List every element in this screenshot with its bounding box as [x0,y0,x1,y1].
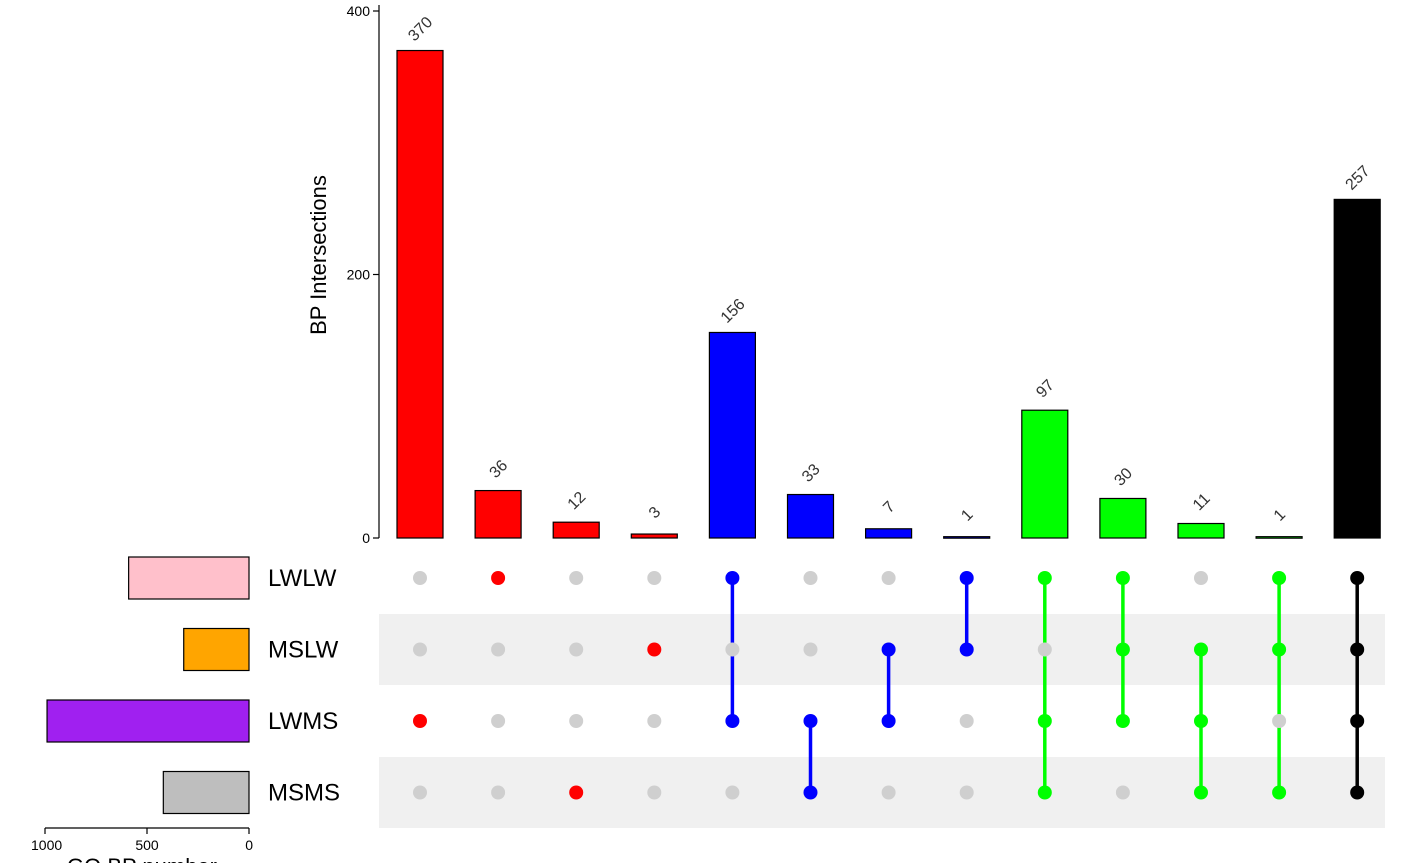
matrix-dot-inactive [647,785,662,800]
matrix-dot-active [725,714,740,728]
matrix-dot-inactive [413,571,427,585]
intersection-bar [396,49,444,539]
intersection-value-label: 1 [958,506,976,524]
intersection-bar [943,536,991,539]
set-size-axis-label: GO BP number [67,854,217,863]
intersection-bar [474,489,522,539]
matrix-dot-active [881,714,896,728]
set-size-bar-mslw [183,627,250,672]
y-tick-label-0: 0 [362,530,370,546]
intersection-value-label: 12 [565,489,590,514]
matrix-dot-inactive [881,785,896,800]
set-size-tick-label-1000: 1000 [31,837,62,853]
matrix-dot-inactive [647,571,662,585]
matrix-dot-active [1272,571,1287,585]
matrix-dot-active [1194,642,1208,657]
matrix-dot-active [1350,642,1365,657]
matrix-dot-active [1037,571,1052,585]
set-size-tick-label-500: 500 [135,837,159,853]
matrix-dot-active [1115,571,1130,585]
set-name-label-lwlw: LWLW [268,565,337,592]
y-tick-label-400: 400 [347,3,371,19]
intersection-value-label: 156 [718,296,749,327]
matrix-dot-active [1194,785,1208,800]
intersection-y-axis: BP Intersections 0 200 400 [306,3,380,546]
matrix-dot-active [1037,785,1052,800]
intersection-matrix [413,571,1365,800]
intersection-value-label: 7 [880,498,898,516]
matrix-dot-inactive [569,642,584,657]
intersection-bar [552,521,600,539]
intersection-value-label: 30 [1111,465,1136,490]
matrix-dot-active [1272,785,1287,800]
matrix-dot-active [1350,785,1365,800]
intersection-bar [1177,522,1225,539]
matrix-dot-active [725,571,740,585]
matrix-dot-active [803,714,818,728]
matrix-dot-inactive [491,714,506,728]
matrix-dot-active [491,571,506,585]
intersection-bar [1333,198,1381,539]
matrix-dot-active [959,642,974,657]
matrix-dot-inactive [413,642,427,657]
matrix-dot-inactive [569,571,584,585]
matrix-dot-inactive [647,714,662,728]
intersection-bar [708,331,757,539]
intersection-value-label: 97 [1033,377,1058,402]
matrix-dot-active [1350,714,1365,728]
y-tick-label-200: 200 [347,267,371,283]
matrix-dot-inactive [803,571,818,585]
matrix-dot-active [881,642,896,657]
matrix-dot-active [569,785,584,800]
set-name-label-msms: MSMS [268,780,340,807]
matrix-dot-inactive [491,785,506,800]
matrix-dot-active [1115,642,1130,657]
matrix-dot-inactive [803,642,818,657]
intersection-bar [786,493,835,539]
matrix-dot-inactive [881,571,896,585]
matrix-dot-inactive [1115,785,1130,800]
intersection-value-label: 11 [1190,490,1214,514]
y-axis-label: BP Intersections [306,175,331,335]
matrix-dot-active [803,785,818,800]
matrix-dot-active [647,642,662,657]
intersection-value-label: 36 [487,457,512,482]
matrix-dot-inactive [413,785,427,800]
matrix-dot-inactive [569,714,584,728]
matrix-dot-inactive [725,642,740,657]
matrix-dot-active [1115,714,1130,728]
intersection-bar [1021,409,1069,539]
intersection-value-label: 257 [1343,163,1374,194]
set-size-bar-msms [162,770,250,815]
intersection-value-label: 33 [799,461,824,486]
matrix-dot-inactive [491,642,506,657]
matrix-dot-active [1272,642,1287,657]
matrix-dot-inactive [1037,642,1052,657]
intersection-bar [1099,497,1147,539]
matrix-dot-active [1194,714,1208,728]
set-size-bar-lwlw [128,556,250,600]
intersection-bar [864,528,913,539]
set-size-bars: GO BP number LWLW MSLW LWMS MSMS 1000 500 0 [31,556,340,863]
set-name-label-mslw: MSLW [268,637,339,664]
intersection-value-label: 1 [1271,506,1289,524]
intersection-value-label: 3 [646,504,664,522]
matrix-dot-inactive [725,785,740,800]
matrix-dot-active [959,571,974,585]
matrix-dot-active [1350,571,1365,585]
intersection-bar [630,533,678,539]
matrix-dot-inactive [959,785,974,800]
matrix-dot-active [413,714,427,728]
intersection-bar [1255,536,1303,539]
intersection-value-label: 370 [405,14,436,45]
matrix-dot-inactive [959,714,974,728]
matrix-dot-inactive [1194,571,1208,585]
set-size-tick-label-0: 0 [245,837,253,853]
set-name-label-lwms: LWMS [268,708,338,735]
matrix-dot-active [1037,714,1052,728]
matrix-dot-inactive [1272,714,1287,728]
set-size-bar-lwms [46,699,250,743]
